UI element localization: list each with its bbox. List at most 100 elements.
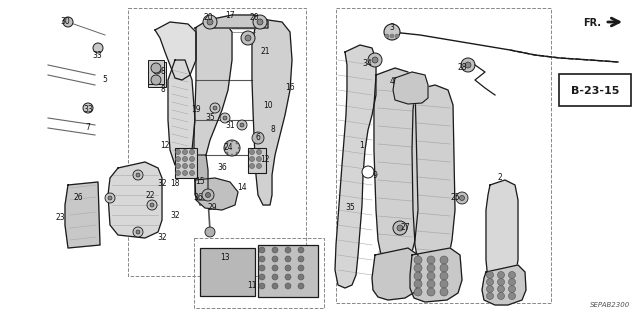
Bar [175, 148, 197, 178]
Circle shape [285, 247, 291, 253]
Circle shape [497, 271, 504, 278]
Text: 32: 32 [170, 211, 180, 219]
Circle shape [497, 286, 504, 293]
Circle shape [241, 31, 255, 45]
Text: 9: 9 [372, 170, 378, 180]
Circle shape [259, 247, 265, 253]
Circle shape [440, 272, 448, 280]
Text: 18: 18 [170, 179, 180, 188]
Circle shape [427, 272, 435, 280]
Text: 15: 15 [195, 177, 205, 187]
Text: 8: 8 [161, 85, 165, 94]
Circle shape [189, 170, 195, 175]
Polygon shape [372, 248, 420, 300]
Circle shape [175, 150, 180, 154]
Circle shape [257, 19, 263, 25]
Text: 36: 36 [217, 164, 227, 173]
Circle shape [175, 170, 180, 175]
Circle shape [93, 43, 103, 53]
Bar [200, 248, 255, 296]
Polygon shape [482, 265, 526, 305]
Bar [336, 8, 551, 303]
FancyBboxPatch shape [559, 74, 631, 106]
Text: 22: 22 [145, 190, 155, 199]
Circle shape [298, 274, 304, 280]
Circle shape [390, 34, 394, 38]
Polygon shape [194, 20, 232, 205]
Circle shape [440, 280, 448, 288]
Text: 7: 7 [86, 123, 90, 132]
Text: 2: 2 [498, 174, 502, 182]
Text: 33: 33 [92, 50, 102, 60]
Text: 34: 34 [362, 58, 372, 68]
Polygon shape [393, 72, 428, 104]
Circle shape [236, 142, 238, 144]
Circle shape [362, 166, 374, 178]
Circle shape [414, 256, 422, 264]
Text: SEPAB2300: SEPAB2300 [589, 302, 630, 308]
Circle shape [253, 15, 267, 29]
Text: 21: 21 [260, 48, 269, 56]
Circle shape [368, 53, 382, 67]
Circle shape [465, 62, 471, 68]
Circle shape [245, 35, 251, 41]
Circle shape [205, 192, 211, 197]
Circle shape [272, 283, 278, 289]
Text: 32: 32 [157, 179, 167, 188]
Circle shape [259, 274, 265, 280]
Circle shape [385, 34, 389, 38]
Bar [194, 238, 324, 308]
Circle shape [384, 24, 400, 40]
Circle shape [460, 196, 465, 201]
Circle shape [272, 256, 278, 262]
Circle shape [257, 157, 262, 161]
Text: 8: 8 [271, 125, 275, 135]
Polygon shape [168, 60, 195, 168]
Circle shape [509, 278, 515, 286]
Circle shape [509, 286, 515, 293]
Bar [258, 245, 318, 297]
Circle shape [427, 288, 435, 296]
Circle shape [224, 147, 226, 149]
Circle shape [397, 225, 403, 231]
Text: 24: 24 [223, 144, 233, 152]
Circle shape [486, 293, 493, 300]
Circle shape [153, 66, 161, 74]
Circle shape [298, 256, 304, 262]
Circle shape [414, 264, 422, 272]
Text: 12: 12 [160, 140, 170, 150]
Polygon shape [108, 162, 162, 238]
Polygon shape [486, 180, 518, 292]
Text: 3: 3 [390, 24, 394, 33]
Circle shape [182, 157, 188, 161]
Text: 35: 35 [345, 204, 355, 212]
Text: 25: 25 [450, 194, 460, 203]
Circle shape [151, 63, 161, 73]
Circle shape [414, 272, 422, 280]
Circle shape [414, 288, 422, 296]
Circle shape [285, 256, 291, 262]
Circle shape [63, 17, 73, 27]
Circle shape [226, 152, 228, 154]
Bar [248, 148, 266, 173]
Polygon shape [195, 178, 238, 210]
Polygon shape [252, 20, 292, 205]
Circle shape [182, 170, 188, 175]
Circle shape [236, 152, 238, 154]
Circle shape [205, 227, 215, 237]
Circle shape [285, 283, 291, 289]
Circle shape [272, 247, 278, 253]
Polygon shape [195, 155, 208, 200]
Circle shape [440, 288, 448, 296]
Circle shape [298, 283, 304, 289]
Text: 26: 26 [73, 194, 83, 203]
Circle shape [237, 120, 247, 130]
Circle shape [259, 265, 265, 271]
Text: 29: 29 [207, 204, 217, 212]
Circle shape [203, 15, 217, 29]
Circle shape [298, 247, 304, 253]
Text: 4: 4 [390, 78, 394, 86]
Circle shape [175, 164, 180, 168]
Circle shape [189, 157, 195, 161]
Text: 33: 33 [83, 106, 93, 115]
